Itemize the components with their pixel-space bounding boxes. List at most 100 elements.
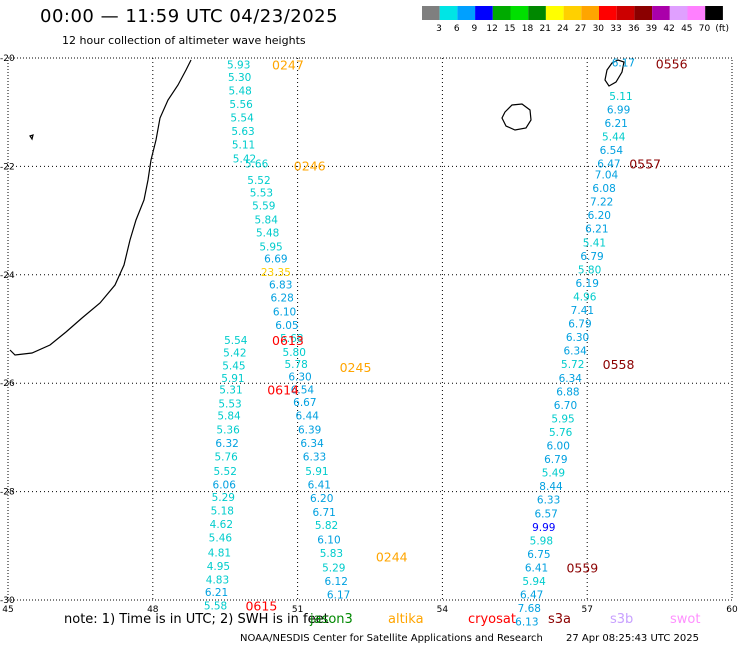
wave-height-value: 6.41 [525, 562, 548, 574]
wave-height-value: 5.98 [530, 535, 553, 547]
wave-height-value: 5.42 [233, 153, 256, 165]
wave-height-value: 6.83 [269, 280, 292, 292]
pass-time-label: 0615 [245, 598, 277, 613]
colorbar-label: 27 [575, 24, 586, 34]
wave-height-value: 5.29 [322, 562, 345, 574]
altimeter-tracks: 5.935.305.485.565.545.635.115.4202475.66… [204, 56, 688, 628]
colorbar: 3 6 9 12 15 18 21 24 27 30 33 36 39 42 45 70 (ft) [422, 6, 729, 34]
wave-height-value: 5.56 [229, 99, 253, 111]
colorbar-swatch-4 [492, 6, 511, 20]
colorbar-label: 33 [610, 24, 621, 34]
wave-height-value: 7.68 [518, 603, 541, 615]
wave-height-value: 5.82 [315, 520, 338, 532]
wave-height-value: 5.80 [283, 347, 306, 359]
wave-height-value: 5.30 [228, 72, 251, 84]
wave-height-value: 5.52 [247, 175, 270, 187]
wave-height-value: 6.79 [544, 454, 567, 466]
pass-time-label: 0556 [656, 56, 688, 71]
mauritius-island [604, 59, 625, 87]
wave-height-value: 6.13 [515, 617, 538, 629]
wave-height-value: 6.47 [520, 590, 543, 602]
wave-height-value: 5.95 [259, 242, 282, 254]
pass-time-label: 0559 [566, 560, 598, 575]
wave-height-value: 6.19 [576, 278, 599, 290]
wave-height-value: 5.54 [224, 335, 248, 347]
colorbar-swatch-7 [545, 6, 564, 20]
wave-height-value: 6.00 [547, 441, 570, 453]
colorbar-swatch-0 [422, 6, 440, 20]
satellite-jason3: jason3 [310, 612, 353, 627]
wave-height-value: 6.79 [580, 251, 603, 263]
wave-height-value: 6.21 [205, 587, 228, 599]
wave-height-value: 5.83 [320, 548, 343, 560]
x-tick-label: 54 [437, 605, 449, 615]
track-0247: 5.935.30 5.485.56 5.545.63 5.115.42 0247 [227, 58, 304, 166]
wave-height-value: 6.32 [215, 438, 238, 450]
track-0245: 0245 [340, 360, 372, 375]
credit-text: NOAA/NESDIS Center for Satellite Applica… [240, 633, 543, 644]
colorbar-label: 21 [539, 24, 550, 34]
wave-height-value: 6.54 [291, 385, 315, 397]
colorbar-label: 39 [646, 24, 658, 34]
map-title: 00:00 — 11:59 UTC 04/23/2025 [40, 6, 339, 27]
pass-time-label: 0557 [629, 157, 661, 172]
wave-height-value: 5.84 [217, 411, 241, 423]
satellite-s3a: s3a [548, 612, 572, 627]
map-subtitle: 12 hour collection of altimeter wave hei… [62, 34, 306, 47]
track-0615: 0615 [245, 598, 277, 613]
wave-height-value: 6.21 [604, 118, 627, 130]
wave-height-value: 5.84 [255, 215, 279, 227]
colorbar-swatch-9 [581, 6, 599, 20]
wave-height-value: 6.33 [303, 451, 326, 463]
wave-height-value: 5.41 [583, 237, 606, 249]
track-0614: 5.315.535.845.36 6.325.76 5.52 6.065.29 5.18… [204, 383, 299, 613]
y-tick-label: -20 [0, 54, 15, 64]
wave-height-value: 8.44 [539, 481, 563, 493]
track-0558: 6.346.88 6.705.95 5.76 6.006.79 5.498.44 6.33… [525, 357, 635, 574]
x-tick-label: 51 [292, 605, 303, 615]
colorbar-swatch-1 [439, 6, 458, 20]
colorbar-swatch-3 [475, 6, 493, 20]
y-tick-label: -28 [0, 488, 15, 498]
pass-time-label: 0558 [603, 357, 635, 372]
pass-time-label: 0246 [294, 158, 326, 173]
y-tick-label: -30 [0, 596, 15, 606]
colorbar-swatch-12 [634, 6, 653, 20]
wave-height-value: 7.04 [595, 170, 619, 182]
wave-height-value: 7.22 [590, 197, 613, 209]
wave-height-value: 6.44 [296, 411, 320, 423]
colorbar-label: 36 [628, 24, 640, 34]
grid [8, 58, 732, 600]
wave-height-value: 5.36 [216, 424, 240, 436]
reunion-island [501, 103, 532, 131]
colorbar-swatch-14 [669, 6, 688, 20]
wave-height-value: 6.17 [612, 57, 635, 69]
y-tick-label: -24 [0, 271, 15, 281]
wave-height-value: 6.47 [597, 159, 620, 171]
wave-height-value: 7.41 [571, 305, 594, 317]
x-tick-label: 45 [2, 605, 13, 615]
wave-height-value: 6.10 [273, 307, 296, 319]
wave-height-value: 6.79 [568, 319, 591, 331]
colorbar-swatch-2 [457, 6, 476, 20]
colorbar-label: 3 [436, 24, 442, 34]
colorbar-swatch-13 [652, 6, 670, 20]
wave-height-value: 6.20 [310, 493, 333, 505]
wave-height-value: 5.11 [232, 140, 255, 152]
colorbar-swatch-8 [563, 6, 582, 20]
colorbar-label: 45 [681, 24, 692, 34]
x-tick-label: 57 [581, 605, 592, 615]
wave-height-value: 5.93 [227, 60, 250, 72]
wave-height-value: 6.34 [559, 373, 583, 385]
pass-time-label: 0244 [376, 550, 408, 565]
wave-height-value: 5.52 [214, 466, 237, 478]
track-0559: 5.94 6.477.68 6.13 0559 [515, 560, 598, 628]
wave-height-value: 6.05 [275, 320, 298, 332]
wave-height-value: 5.46 [209, 533, 233, 545]
colorbar-swatch-16 [705, 6, 723, 20]
wave-height-value: 4.81 [208, 547, 231, 559]
track-0244: 5.83 5.29 6.12 6.17 0244 [320, 548, 408, 602]
wave-height-value: 6.67 [293, 397, 316, 409]
satellite-cryosat: cryosat [468, 612, 516, 627]
